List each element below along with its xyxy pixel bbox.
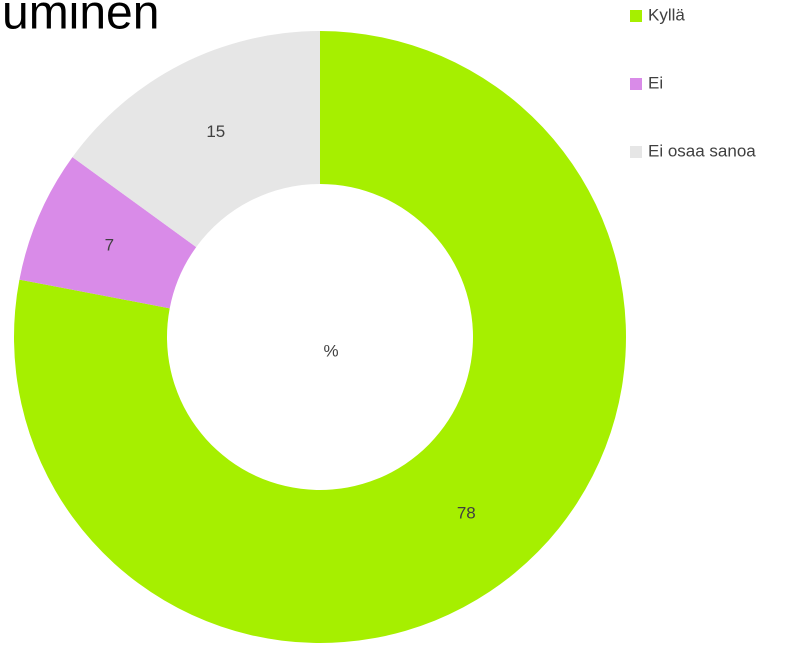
data-label: 7 <box>105 235 114 254</box>
data-label: 15 <box>206 122 225 141</box>
legend-swatch <box>630 78 642 90</box>
legend-label: Kyllä <box>648 5 685 24</box>
legend-swatch <box>630 146 642 158</box>
donut-slice <box>19 157 197 309</box>
donut-slice <box>13 31 626 644</box>
data-label: 78 <box>457 503 476 522</box>
donut-slice <box>72 30 320 248</box>
legend-swatch <box>630 10 642 22</box>
legend-label: Ei osaa sanoa <box>648 141 756 160</box>
legend-label: Ei <box>648 73 663 92</box>
chart-title: uminen <box>2 0 159 40</box>
center-label: % <box>323 341 338 360</box>
